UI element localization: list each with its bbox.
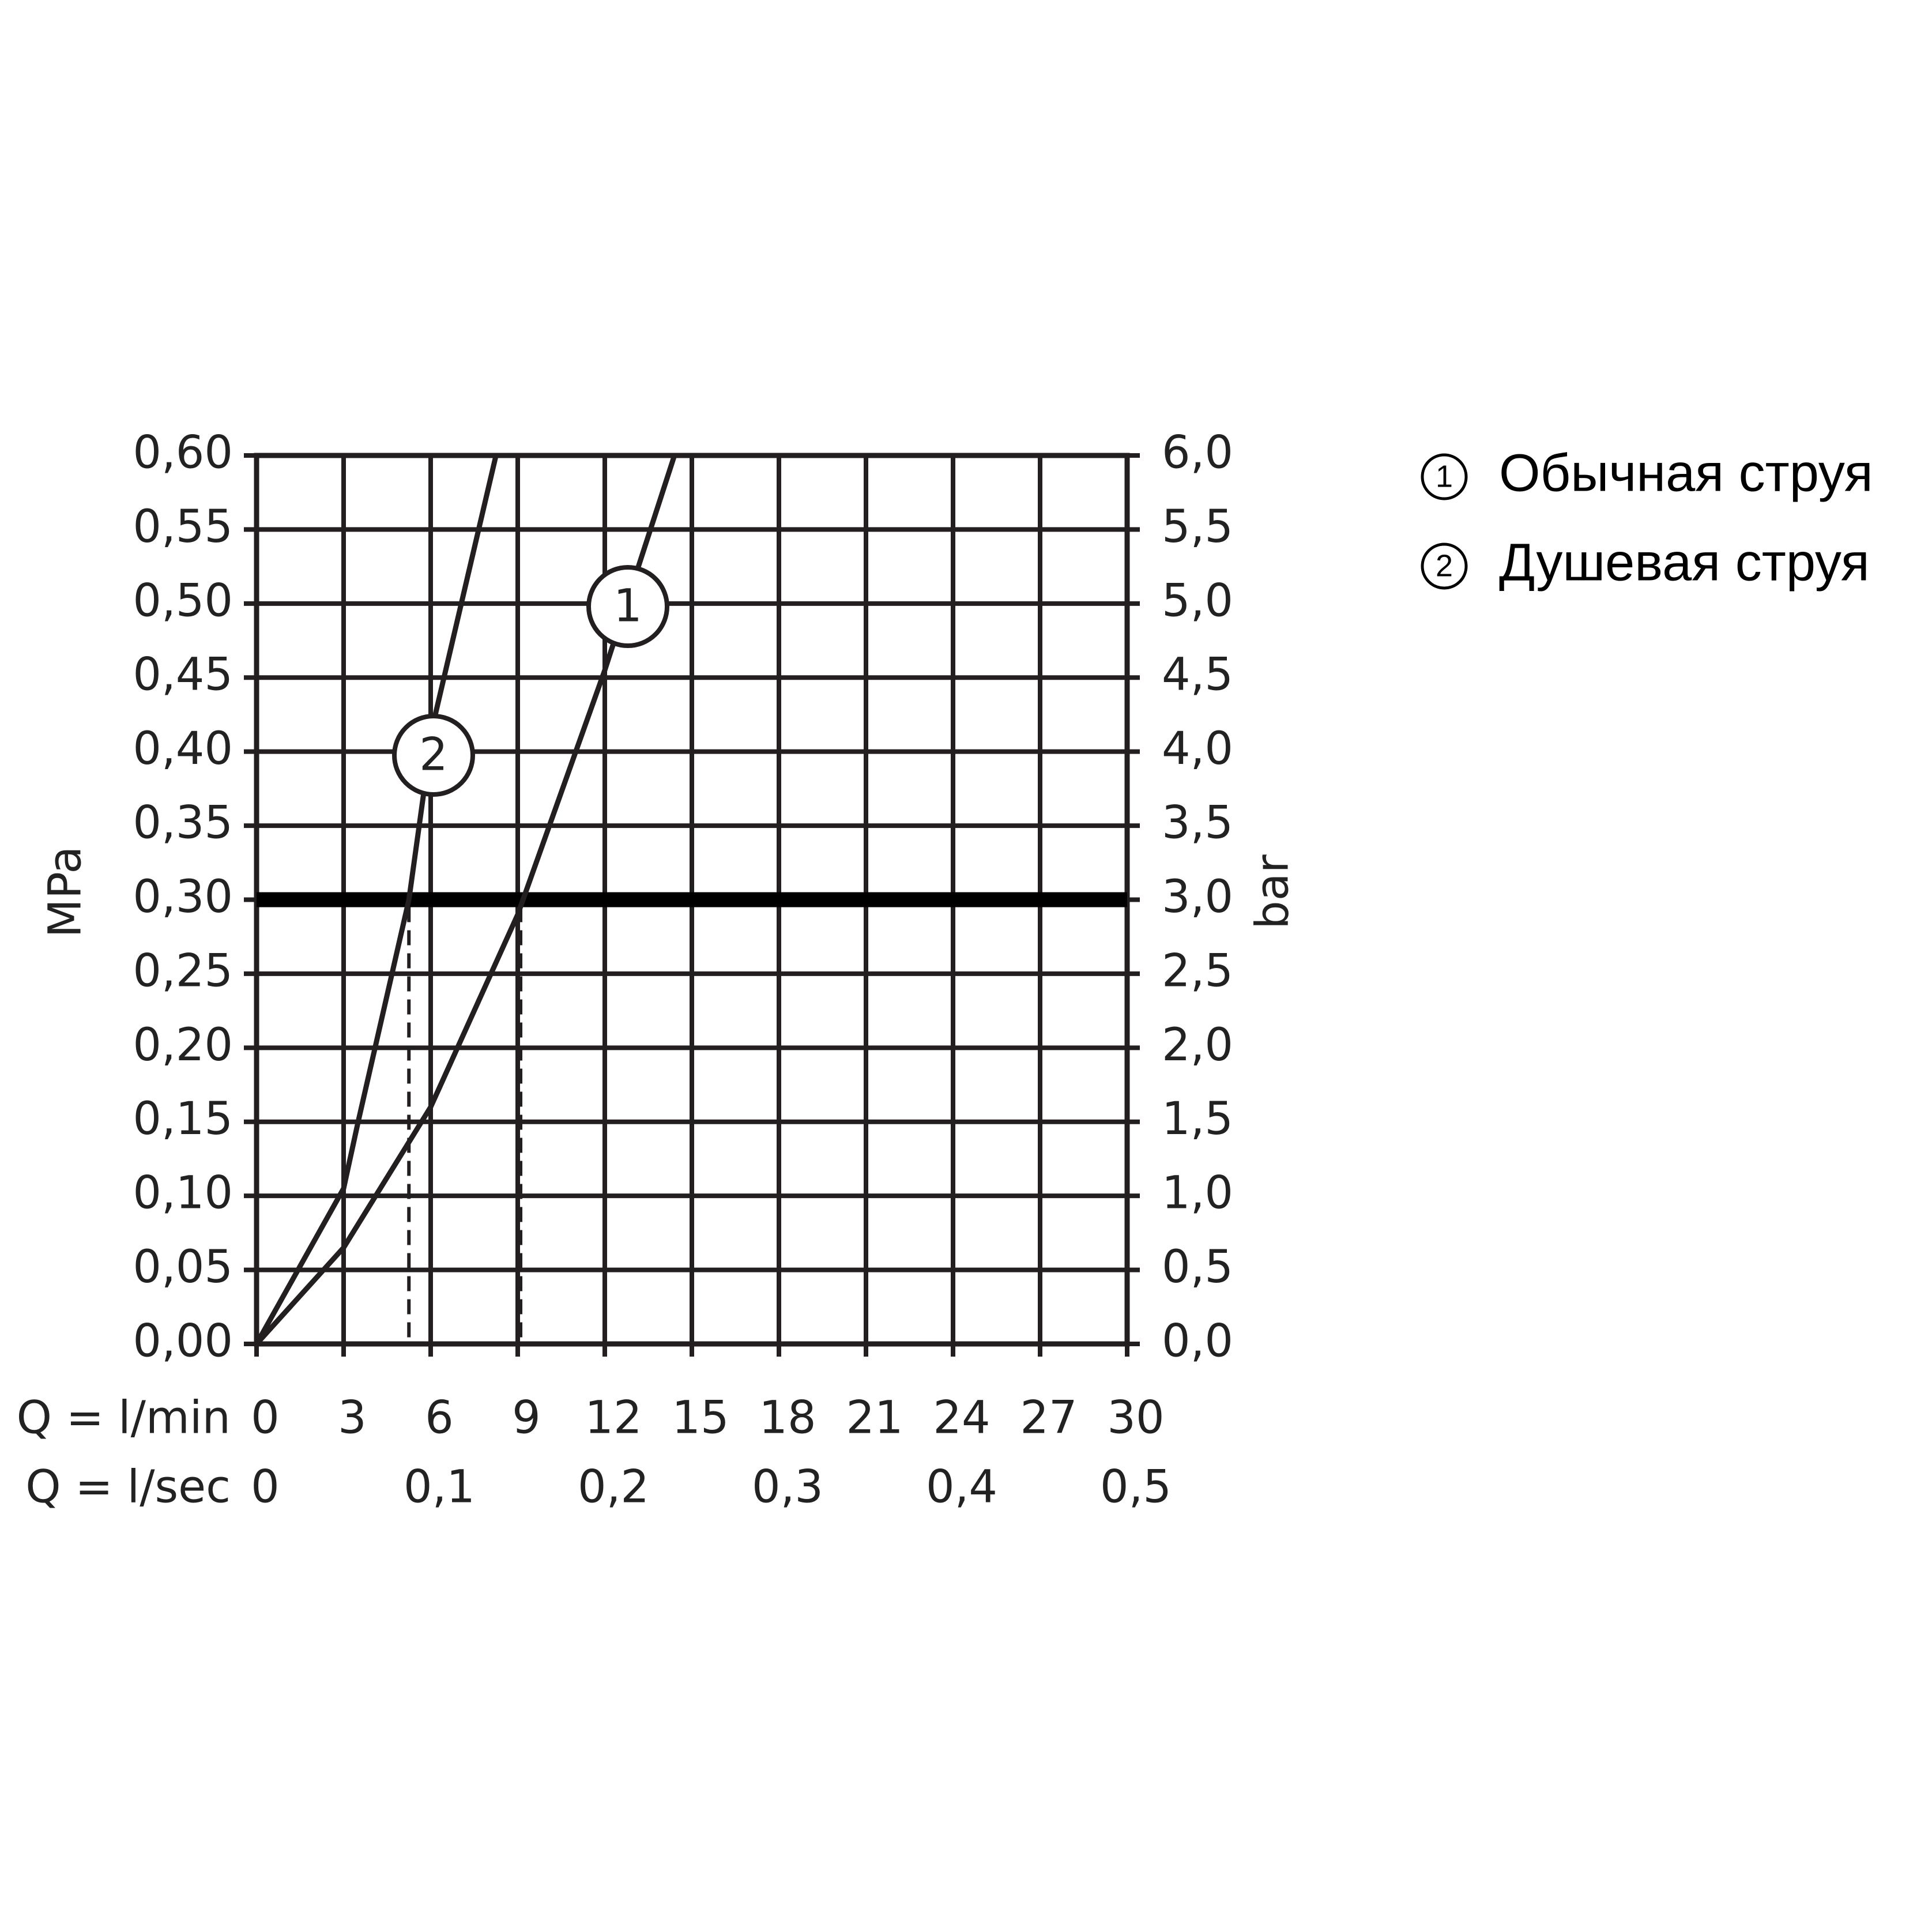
x-tick-label: 24 <box>933 1392 990 1444</box>
legend-entry: Душевая струя <box>1499 533 1870 592</box>
x2-tick-label: 0,1 <box>404 1461 475 1513</box>
y-tick-label: 0,00 <box>133 1315 233 1367</box>
x2-tick-label: 0,5 <box>1100 1461 1172 1513</box>
x2-tick-label: 0,2 <box>578 1461 649 1513</box>
y-tick-label: 0,45 <box>133 649 233 701</box>
x-axis-label: Q = l/min <box>17 1392 231 1444</box>
x-tick-label: 27 <box>1020 1392 1077 1444</box>
x-tick-label: 15 <box>672 1392 729 1444</box>
x-tick-label: 9 <box>512 1392 541 1444</box>
y2-tick-label: 0,0 <box>1162 1315 1233 1367</box>
x-tick-label: 30 <box>1107 1392 1164 1444</box>
x-tick-label: 21 <box>846 1392 903 1444</box>
x2-tick-label: 0,3 <box>752 1461 823 1513</box>
x-tick-label: 18 <box>759 1392 816 1444</box>
y2-tick-label: 4,0 <box>1162 723 1233 775</box>
series-marker <box>392 714 475 797</box>
y2-tick-label: 6,0 <box>1162 427 1233 479</box>
x-tick-label: 0 <box>251 1392 280 1444</box>
y2-tick-label: 5,5 <box>1162 501 1233 553</box>
y-tick-label: 0,20 <box>133 1019 233 1071</box>
y-tick-label: 0,55 <box>133 501 233 553</box>
y2-tick-label: 4,5 <box>1162 649 1233 701</box>
x2-axis-label: Q = l/sec <box>25 1461 231 1513</box>
legend-marker <box>1421 453 1468 500</box>
series-marker <box>586 565 669 648</box>
legend-marker-label: 1 <box>1436 459 1453 494</box>
y2-axis-label: bar <box>1246 854 1298 929</box>
y-tick-label: 0,25 <box>133 945 233 997</box>
legend-marker-label: 2 <box>1436 548 1453 583</box>
x-tick-label: 6 <box>425 1392 454 1444</box>
x-tick-label: 12 <box>585 1392 642 1444</box>
y2-tick-label: 1,5 <box>1162 1093 1233 1145</box>
x2-tick-label: 0 <box>251 1461 280 1513</box>
y-tick-label: 0,10 <box>133 1168 233 1219</box>
legend-marker <box>1421 543 1468 590</box>
y2-tick-label: 3,5 <box>1162 797 1233 849</box>
x2-tick-label: 0,4 <box>926 1461 997 1513</box>
y2-tick-label: 5,0 <box>1162 575 1233 627</box>
y-tick-label: 0,40 <box>133 723 233 775</box>
y-tick-label: 0,05 <box>133 1241 233 1293</box>
x-tick-label: 3 <box>338 1392 367 1444</box>
y-tick-label: 0,15 <box>133 1093 233 1145</box>
y-tick-label: 0,60 <box>133 427 233 479</box>
y-axis-label: MPa <box>39 846 91 938</box>
y2-tick-label: 1,0 <box>1162 1168 1233 1219</box>
series-line <box>254 454 499 1346</box>
y2-tick-label: 2,0 <box>1162 1019 1233 1071</box>
legend-entry: Обычная струя <box>1499 443 1873 502</box>
series-marker-label: 1 <box>613 580 642 632</box>
y-tick-label: 0,30 <box>133 871 233 923</box>
y2-tick-label: 2,5 <box>1162 945 1233 997</box>
y-tick-label: 0,35 <box>133 797 233 849</box>
series-marker-label: 2 <box>419 729 448 781</box>
y2-tick-label: 3,0 <box>1162 871 1233 923</box>
y2-tick-label: 0,5 <box>1162 1241 1233 1293</box>
y-tick-label: 0,50 <box>133 575 233 627</box>
